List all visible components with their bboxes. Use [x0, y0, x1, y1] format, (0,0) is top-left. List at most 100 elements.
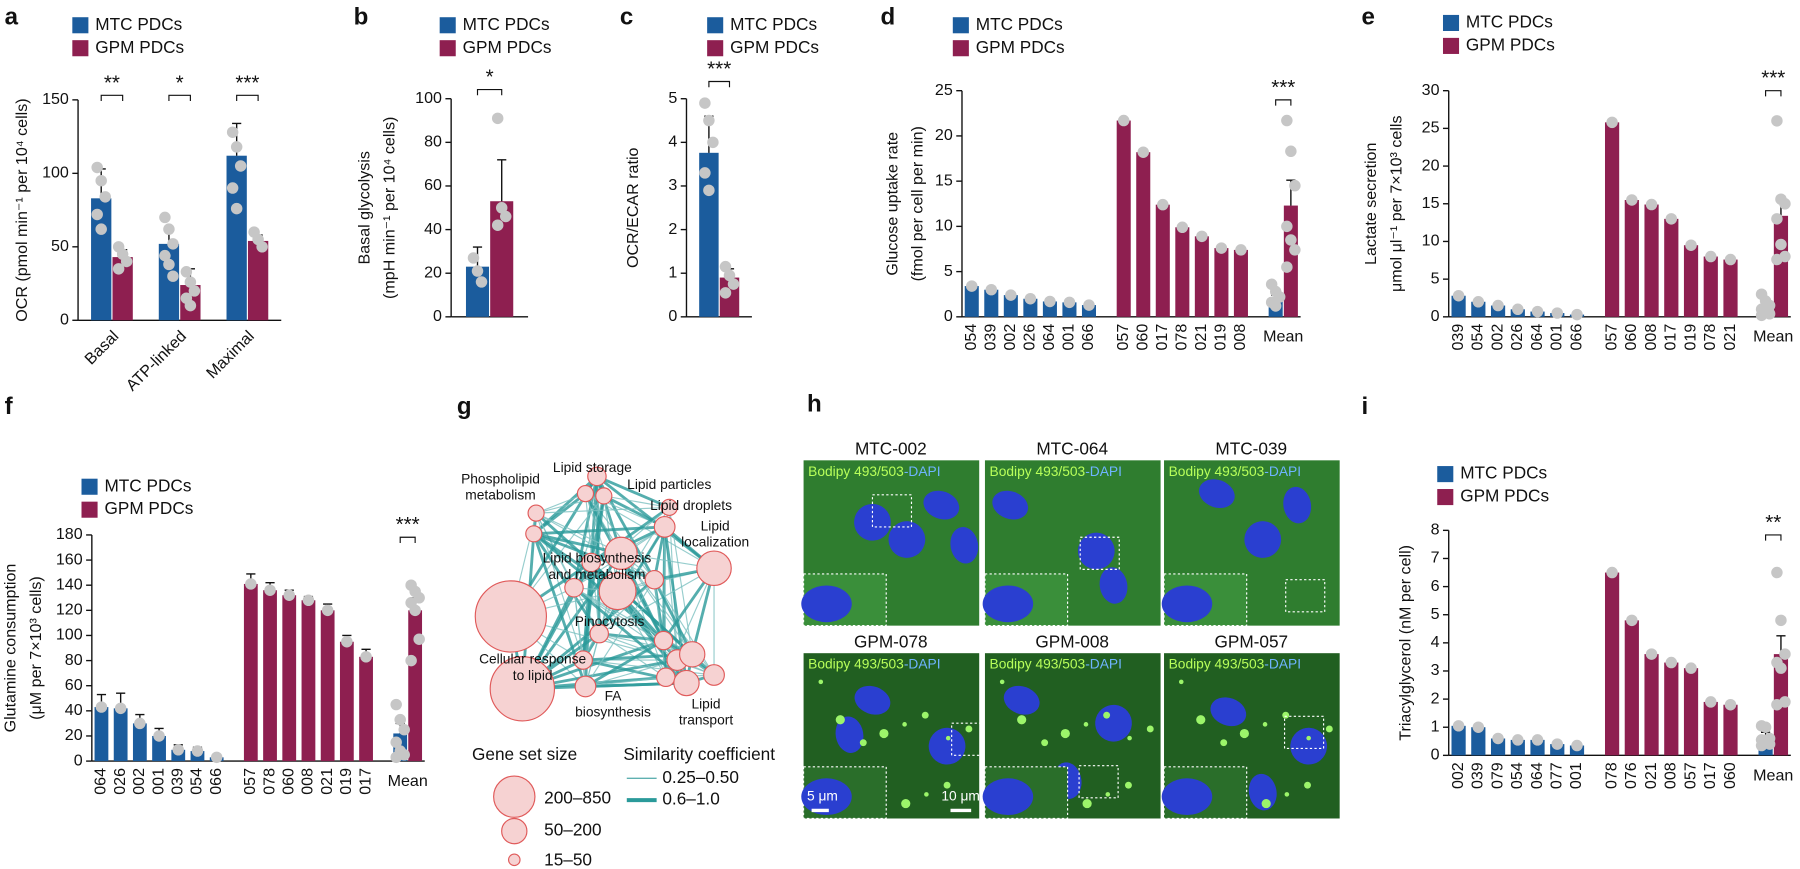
- scale-bar-label: 5 μm: [807, 788, 838, 803]
- node-label: Pinocytosis: [575, 614, 645, 629]
- lipid-droplet: [1178, 679, 1184, 685]
- data-point: [390, 736, 402, 748]
- data-point: [1626, 614, 1638, 627]
- x-tick-label: 008: [1231, 324, 1249, 351]
- data-point: [184, 276, 197, 288]
- legend-title: Gene set size: [472, 744, 577, 764]
- data-point: [172, 744, 185, 756]
- x-tick-label: 039: [1449, 324, 1467, 351]
- y-tick-label: 5: [1431, 269, 1440, 287]
- x-tick-label: 060: [279, 768, 297, 795]
- legend-swatch: [1442, 37, 1460, 54]
- bar: [1116, 120, 1131, 317]
- y-tick-label: 50: [51, 237, 69, 255]
- y-tick-label: 180: [56, 525, 83, 543]
- lipid-droplet: [1284, 792, 1290, 797]
- stain-label: Bodipy 493/503-DAPI: [990, 463, 1122, 478]
- lipid-droplet: [1041, 739, 1049, 747]
- y-tick-label: 4: [1431, 633, 1440, 651]
- network-edge: [533, 525, 665, 536]
- lipid-droplet: [1282, 711, 1290, 719]
- data-point: [1665, 656, 1678, 669]
- panel-label: i: [1361, 393, 1368, 420]
- bar: [1233, 249, 1248, 317]
- x-tick-label: Basal: [81, 327, 122, 368]
- x-tick-label: 064: [1528, 762, 1546, 789]
- data-point: [719, 287, 732, 299]
- data-point: [114, 702, 127, 715]
- stain-blue: -DAPI: [1264, 463, 1301, 478]
- lipid-droplet: [1124, 781, 1132, 789]
- data-point: [1117, 114, 1130, 127]
- y-axis-title: Lactate secretion: [1362, 143, 1380, 265]
- data-point: [163, 258, 175, 271]
- significance-bracket: [1765, 534, 1782, 541]
- lipid-droplet: [1325, 725, 1333, 733]
- legend-label: GPM PDCs: [95, 37, 184, 57]
- micrograph-title: GPM-078: [854, 631, 928, 651]
- nucleus: [1198, 479, 1235, 509]
- bar: [282, 595, 297, 762]
- stain-green: Bodipy 493/503: [1169, 656, 1265, 671]
- x-tick-label: 002: [1449, 762, 1467, 789]
- bar: [1683, 668, 1699, 756]
- stain-blue: -DAPI: [904, 463, 941, 478]
- x-tick-label: Maximal: [203, 327, 258, 382]
- data-point: [1626, 194, 1638, 206]
- bar: [359, 656, 373, 762]
- lipid-droplet: [921, 711, 929, 719]
- network-node: [573, 650, 593, 670]
- y-tick-label: 0: [1431, 746, 1440, 764]
- data-point: [707, 136, 719, 149]
- data-point: [1512, 303, 1524, 316]
- x-tick-label: 054: [1469, 324, 1487, 351]
- network-node: [660, 498, 678, 517]
- stain-blue: -DAPI: [1085, 463, 1122, 478]
- significance-label: ***: [1761, 67, 1785, 90]
- x-tick-label: 060: [1721, 762, 1739, 789]
- y-tick-label: 2: [1431, 689, 1440, 707]
- data-point: [91, 161, 103, 174]
- lipid-droplet: [943, 781, 951, 789]
- node-label: metabolism: [465, 488, 535, 503]
- x-tick-label: 021: [1192, 324, 1210, 351]
- data-point: [321, 604, 334, 617]
- data-point: [1771, 566, 1783, 579]
- legend-label: GPM PDCs: [463, 37, 552, 57]
- data-point: [95, 223, 107, 235]
- y-tick-label: 80: [65, 651, 83, 669]
- y-axis-title: OCR (pmol min⁻¹ per 10⁴ cells): [13, 98, 31, 321]
- lipid-droplet: [859, 739, 867, 747]
- inset-marker: [1283, 715, 1325, 750]
- y-tick-label: 150: [42, 90, 69, 108]
- bar: [263, 590, 277, 762]
- data-point: [1492, 732, 1504, 745]
- bar: [1664, 662, 1679, 756]
- bar: [1624, 620, 1639, 756]
- data-point: [1273, 291, 1286, 303]
- significance-bracket: [100, 94, 124, 102]
- data-point: [1452, 720, 1465, 732]
- network-node: [587, 466, 607, 487]
- data-point: [159, 211, 171, 224]
- y-tick-label: 25: [1422, 119, 1440, 137]
- network-node: [581, 552, 601, 573]
- x-tick-label: 001: [1060, 324, 1078, 351]
- bar: [1194, 236, 1209, 317]
- significance-bracket: [399, 536, 416, 543]
- data-point: [1044, 295, 1056, 308]
- data-point: [95, 701, 108, 713]
- lipid-droplet: [1146, 725, 1154, 733]
- bar: [1644, 654, 1659, 756]
- data-point: [134, 717, 146, 730]
- significance-label: ***: [396, 513, 420, 536]
- panel-label: e: [1361, 4, 1374, 31]
- legend-label: 15–50: [544, 850, 592, 869]
- y-tick-label: 10: [935, 217, 953, 235]
- network-edge: [596, 475, 670, 509]
- data-point: [719, 260, 732, 273]
- lipid-droplet: [1239, 728, 1249, 739]
- y-tick-label: 1: [668, 263, 677, 281]
- bar: [1214, 248, 1229, 317]
- stain-label: Bodipy 493/503-DAPI: [808, 656, 940, 671]
